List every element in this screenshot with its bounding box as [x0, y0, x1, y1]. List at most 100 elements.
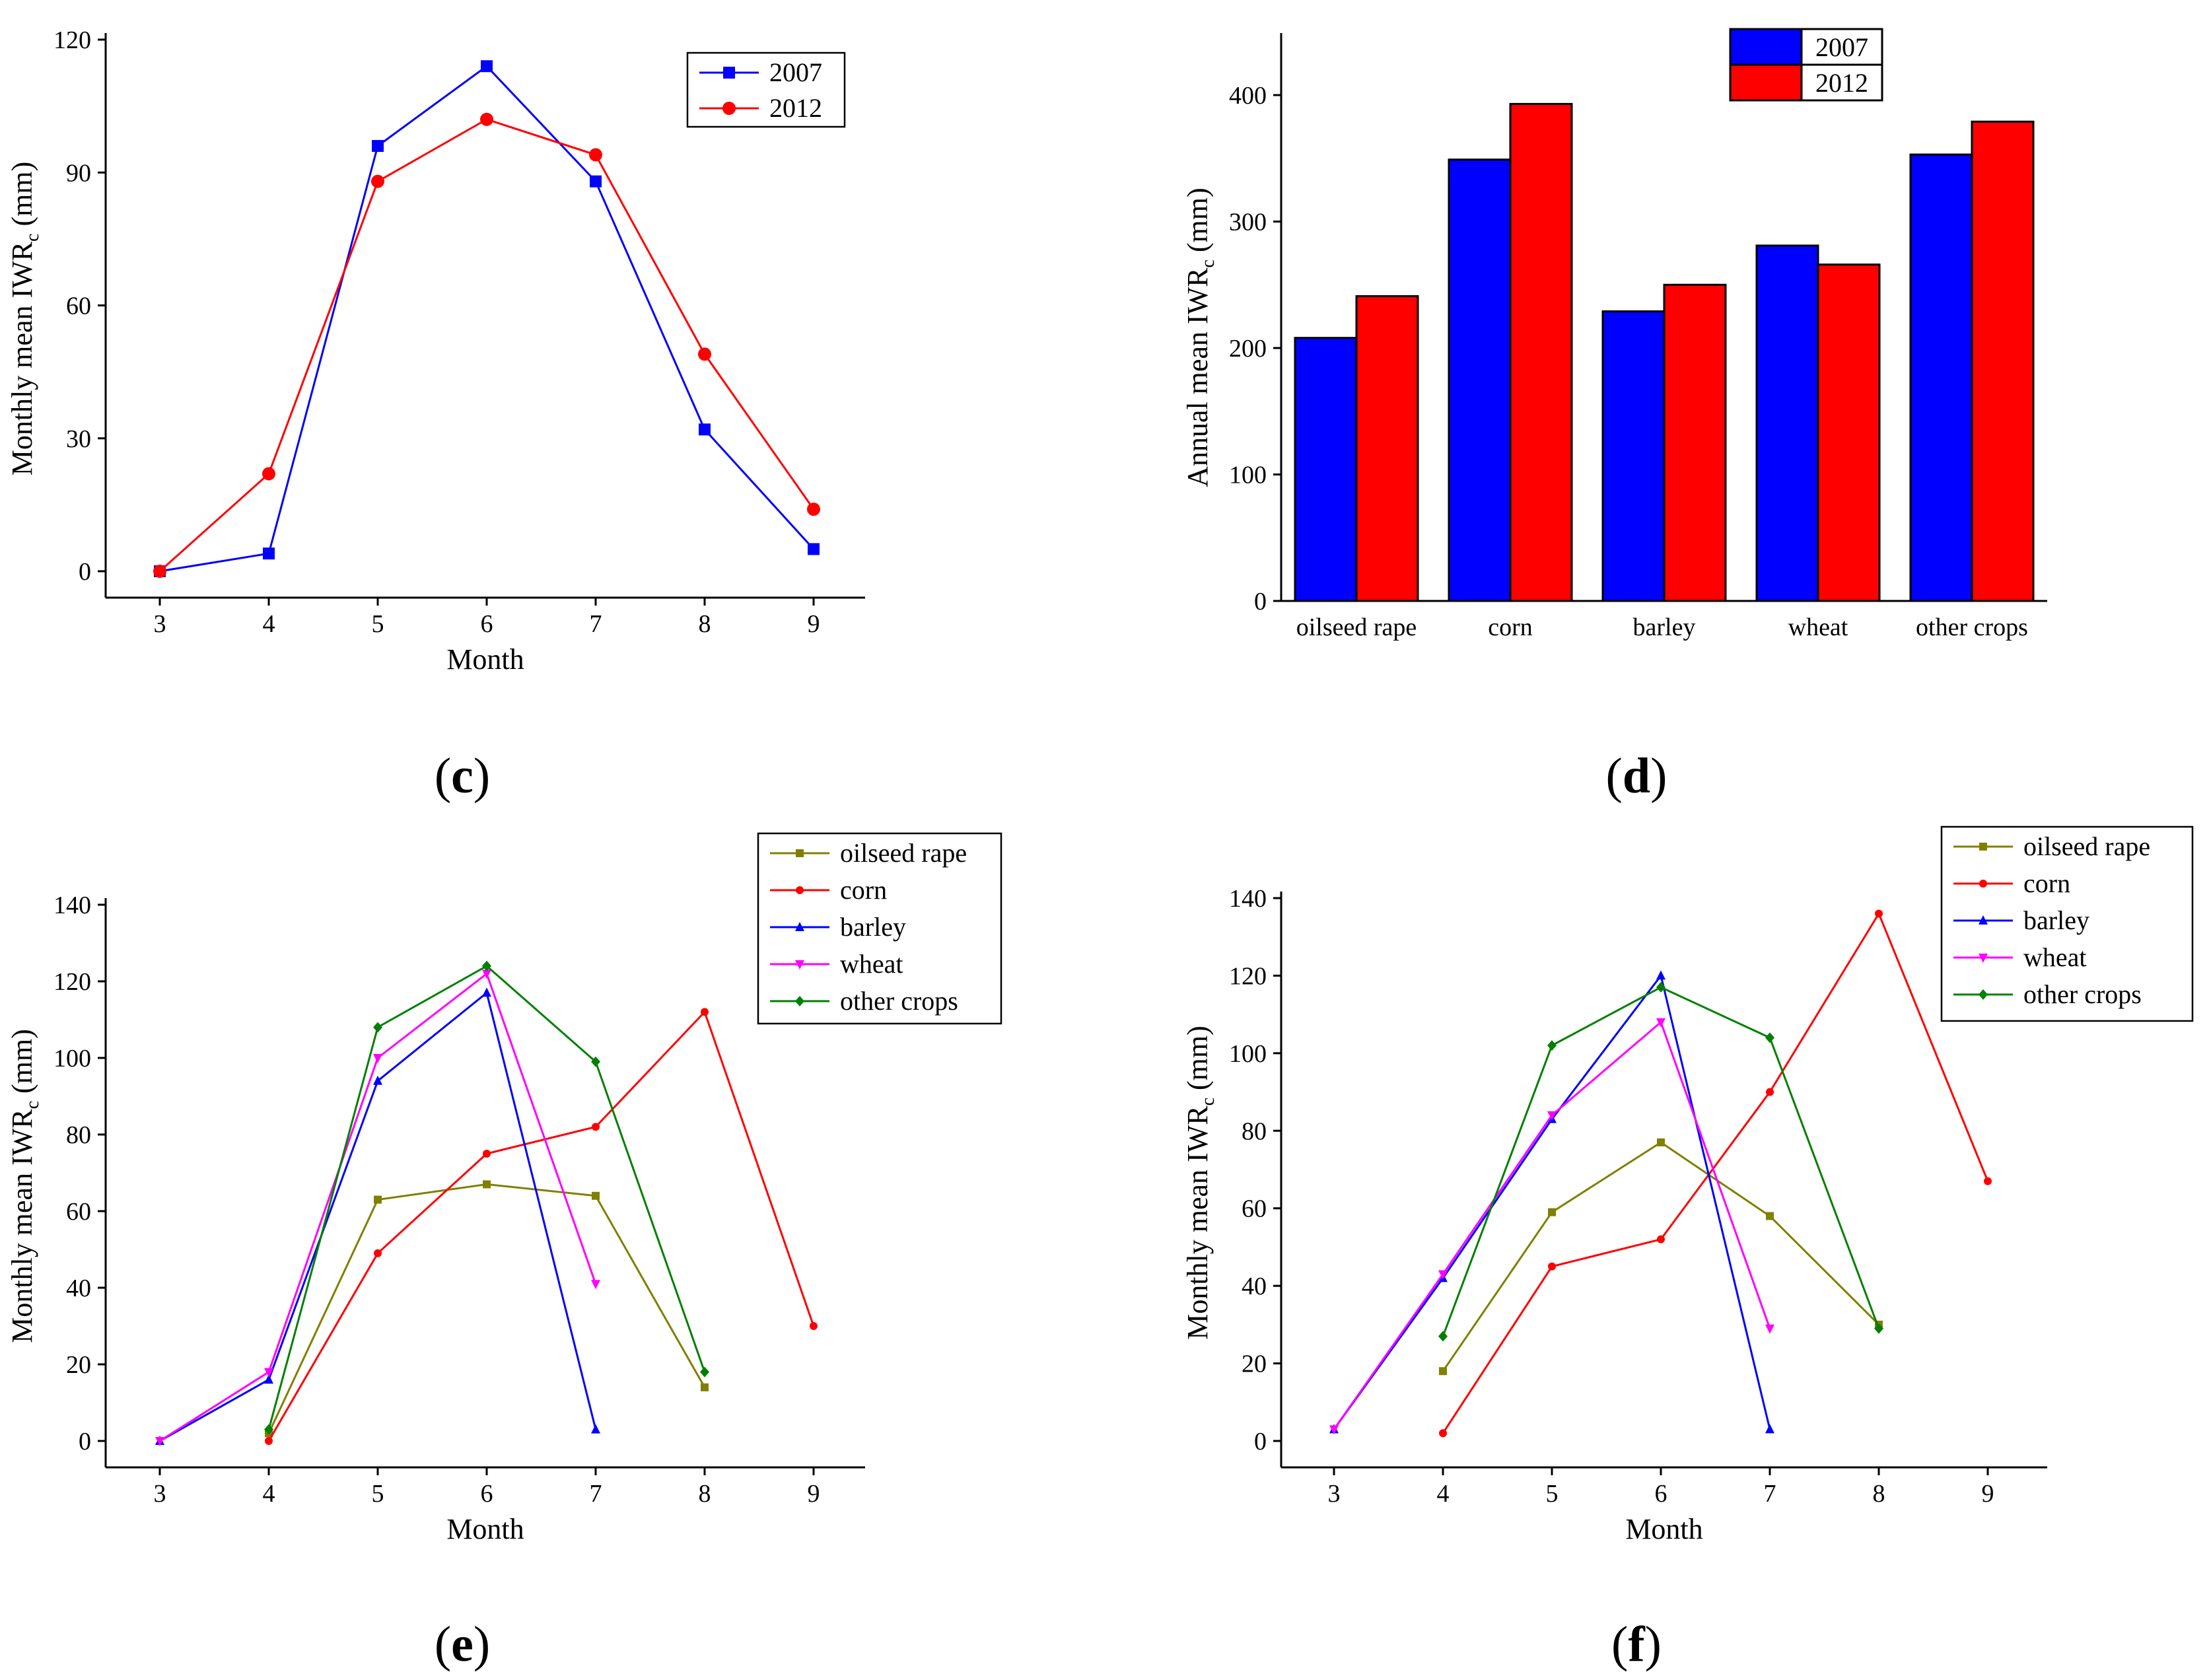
ylabel-main: Annual mean IWR	[1181, 267, 1214, 487]
data-point-2007	[372, 140, 384, 152]
legend-marker	[795, 960, 804, 969]
series-corn	[1439, 909, 1992, 1438]
ylabel-main: Monthly mean IWR	[6, 241, 38, 475]
data-point-barley	[264, 1374, 273, 1384]
x-axis-title: Month	[446, 1513, 524, 1545]
data-point-oilseed-rape	[592, 1191, 600, 1200]
panel-label-d: (d)	[1606, 748, 1667, 804]
legend-swatch	[1729, 28, 1803, 66]
ylabel-unit: (mm)	[1181, 188, 1214, 260]
data-point-wheat	[482, 969, 491, 979]
y-tick-label: 100	[1229, 1040, 1267, 1068]
panel-label-part: )	[473, 1617, 490, 1672]
x-tick-label: 3	[154, 1480, 166, 1508]
data-point-barley	[482, 987, 491, 997]
data-point-wheat	[1656, 1018, 1666, 1028]
panel-label-part: (	[435, 748, 451, 804]
y-tick-label: 60	[66, 293, 91, 320]
panel-label-part: )	[473, 748, 490, 804]
bar-2012-corn	[1509, 102, 1573, 602]
data-point-corn	[1657, 1235, 1665, 1243]
legend: oilseed rape corn barley wheat other crops	[1940, 825, 2194, 1022]
series-line-wheat	[1333, 1020, 1771, 1430]
legend-swatch	[1729, 63, 1803, 102]
legend-label: oilseed rape	[2023, 831, 2150, 861]
ylabel-subscript: c	[22, 1101, 43, 1109]
series-barley	[1329, 970, 1774, 1434]
panel-label-c: (c)	[435, 748, 490, 804]
data-point-wheat	[264, 1368, 273, 1378]
legend-label: corn	[840, 875, 887, 905]
data-point-other-crops	[1547, 1040, 1557, 1051]
bar-2007-other-crops	[1909, 153, 1973, 602]
data-point-oilseed-rape	[1439, 1367, 1447, 1376]
legend-marker	[1979, 843, 1987, 851]
data-point-2007	[808, 543, 820, 555]
legend-label: 2012	[769, 93, 822, 123]
legend-label: other crops	[2023, 979, 2142, 1009]
legend-label: 2007	[1815, 32, 1868, 62]
x-category-label: corn	[1488, 613, 1533, 641]
data-point-corn	[1548, 1262, 1556, 1271]
series-2012	[153, 112, 820, 578]
y-tick-label: 40	[1242, 1273, 1267, 1300]
legend-cell	[1800, 28, 1883, 66]
panel-label-part: c	[451, 748, 473, 804]
series-line-other-crops	[1442, 986, 1880, 1337]
y-tick-label: 60	[66, 1198, 91, 1226]
data-point-barley	[373, 1075, 382, 1085]
data-point-2007	[263, 547, 275, 560]
x-tick-label: 6	[481, 610, 493, 638]
legend: 2007 2012	[686, 52, 846, 128]
data-point-wheat	[1438, 1270, 1448, 1280]
legend-marker	[796, 886, 804, 894]
data-point-2007	[590, 175, 602, 188]
x-tick-label: 4	[263, 1480, 275, 1508]
y-axis-title: Monthly mean IWRc (mm)	[6, 162, 43, 476]
series-other-crops	[264, 960, 709, 1435]
panel-e: 0 20 40 60 80 100 120 140 3 4 5 6 7 8 9 Month Monthly me…	[6, 832, 1002, 1545]
legend-marker	[1979, 989, 1988, 1000]
y-tick-label: 100	[1229, 462, 1267, 489]
legend-marker	[1979, 915, 1988, 925]
data-point-2007	[481, 60, 493, 73]
data-point-oilseed-rape	[483, 1180, 491, 1189]
y-tick-label: 40	[66, 1275, 91, 1302]
x-tick-label: 3	[1328, 1480, 1341, 1508]
data-point-wheat	[1547, 1111, 1557, 1121]
legend-marker	[722, 102, 736, 115]
data-point-other-crops	[1765, 1032, 1774, 1043]
y-tick-label: 80	[1242, 1117, 1267, 1145]
data-point-2012	[807, 503, 820, 516]
ylabel-unit: (mm)	[6, 162, 38, 234]
legend-marker	[1979, 954, 1988, 963]
panel-label-part: f	[1628, 1617, 1646, 1672]
legend: 2007 2012	[1729, 28, 1883, 102]
bar-2012-other-crops	[1971, 120, 2035, 602]
x-tick-label: 9	[808, 1480, 820, 1508]
series-line-wheat	[159, 971, 597, 1442]
series-wheat	[155, 969, 600, 1446]
y-tick-label: 100	[53, 1045, 91, 1072]
y-axis-title: Annual mean IWRc (mm)	[1181, 188, 1218, 487]
series-oilseed-rape	[265, 1180, 709, 1438]
series-line-2007	[159, 65, 815, 573]
panel-label-part: e	[451, 1617, 473, 1672]
y-tick-label: 30	[66, 425, 91, 453]
y-axis-title: Monthly mean IWRc (mm)	[6, 1029, 43, 1343]
data-point-wheat	[155, 1437, 164, 1446]
legend-box	[686, 52, 846, 128]
data-point-oilseed-rape	[1766, 1212, 1774, 1220]
data-point-corn	[1875, 909, 1883, 918]
series-wheat	[1329, 1018, 1774, 1435]
data-point-corn	[592, 1123, 600, 1131]
data-point-barley	[1765, 1424, 1774, 1434]
legend-marker	[796, 849, 804, 857]
series-oilseed-rape	[1439, 1138, 1883, 1376]
x-tick-label: 7	[590, 610, 602, 638]
legend-label: wheat	[840, 949, 903, 979]
x-tick-label: 5	[1546, 1480, 1559, 1508]
data-point-corn	[1766, 1088, 1774, 1096]
x-category-label: other crops	[1916, 613, 2028, 641]
